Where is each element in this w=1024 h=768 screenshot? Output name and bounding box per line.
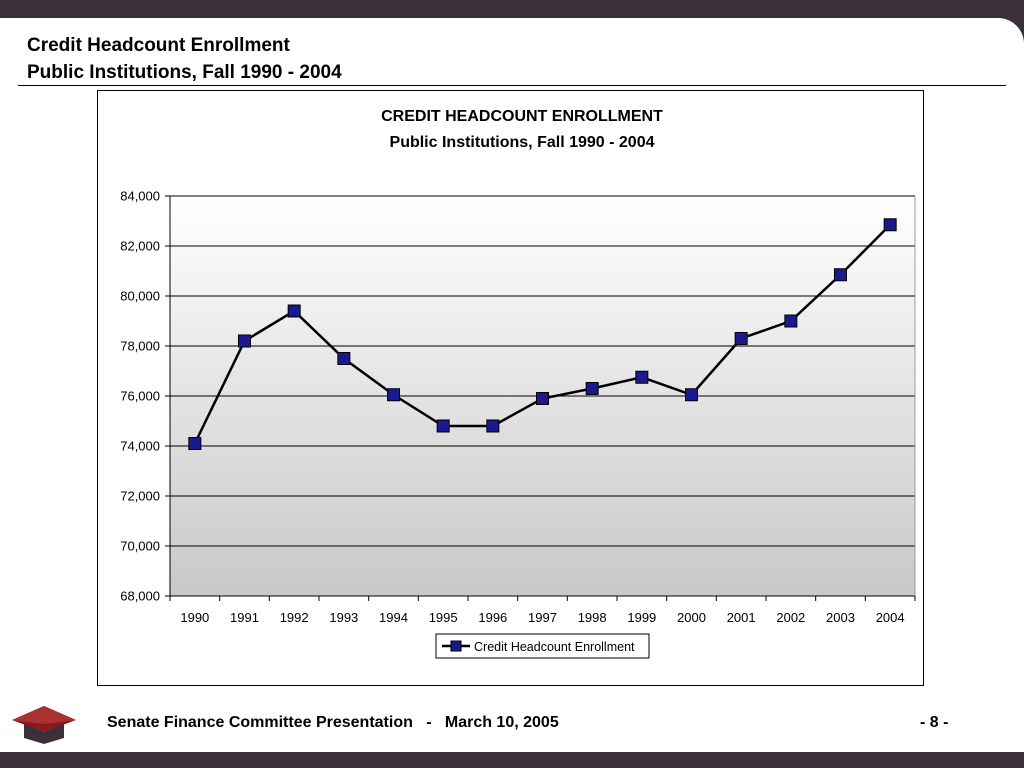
slide-title: Credit Headcount Enrollment (27, 35, 290, 56)
y-tick-label: 70,000 (120, 539, 160, 554)
x-tick-label: 1997 (528, 610, 557, 625)
data-point-marker (834, 268, 847, 282)
footer-text: Senate Finance Committee Presentation - … (107, 714, 559, 731)
legend-box (435, 633, 650, 659)
data-point-marker (585, 382, 599, 395)
data-point-marker (536, 392, 549, 405)
x-tick-label: 2002 (776, 610, 805, 625)
y-tick-label: 68,000 (120, 589, 160, 604)
y-tick-label: 72,000 (120, 489, 160, 504)
x-tick-label: 1994 (379, 610, 408, 625)
data-point-marker (635, 370, 649, 384)
title-divider (18, 85, 1006, 86)
data-point-marker (287, 304, 301, 318)
legend-label: Credit Headcount Enrollment (474, 640, 635, 654)
chart-frame: CREDIT HEADCOUNT ENROLLMENT Public Insti… (97, 90, 924, 686)
legend-marker-sample (450, 640, 462, 652)
data-point-marker (486, 419, 500, 433)
y-tick-label: 76,000 (120, 389, 160, 404)
y-tick-label: 74,000 (120, 439, 160, 454)
chart-title: CREDIT HEADCOUNT ENROLLMENT (381, 108, 663, 125)
y-tick-label: 78,000 (120, 339, 160, 354)
data-point-marker (337, 352, 351, 365)
line-chart: CREDIT HEADCOUNT ENROLLMENT Public Insti… (120, 108, 916, 659)
x-tick-label: 1996 (478, 610, 507, 625)
x-tick-label: 2003 (826, 610, 855, 625)
data-point-marker (685, 388, 698, 402)
y-tick-label: 84,000 (120, 189, 160, 204)
x-tick-label: 1992 (280, 610, 309, 625)
x-tick-label: 1999 (627, 610, 656, 625)
bottom-band (0, 752, 1024, 768)
mortarboard-logo-icon (12, 706, 76, 744)
x-tick-label: 1998 (578, 610, 607, 625)
slide-subtitle: Public Institutions, Fall 1990 - 2004 (27, 62, 342, 83)
x-tick-label: 2004 (876, 610, 905, 625)
y-tick-label: 82,000 (120, 239, 160, 254)
data-point-marker (883, 218, 897, 232)
top-band (0, 0, 1024, 18)
data-point-marker (387, 388, 400, 402)
x-tick-label: 2001 (727, 610, 756, 625)
data-point-marker (188, 437, 202, 450)
chart-legend: Credit Headcount Enrollment (435, 633, 650, 659)
y-tick-label: 80,000 (120, 289, 160, 304)
x-tick-label: 1993 (329, 610, 358, 625)
page-number: - 8 - (920, 714, 949, 731)
data-point-marker (734, 332, 748, 345)
data-point-marker (784, 314, 798, 328)
x-tick-label: 1990 (180, 610, 209, 625)
data-point-marker (436, 419, 450, 433)
x-tick-label: 1991 (230, 610, 259, 625)
chart-subtitle: Public Institutions, Fall 1990 - 2004 (390, 134, 655, 151)
x-tick-label: 1995 (429, 610, 458, 625)
data-point-marker (238, 334, 251, 348)
x-tick-label: 2000 (677, 610, 706, 625)
